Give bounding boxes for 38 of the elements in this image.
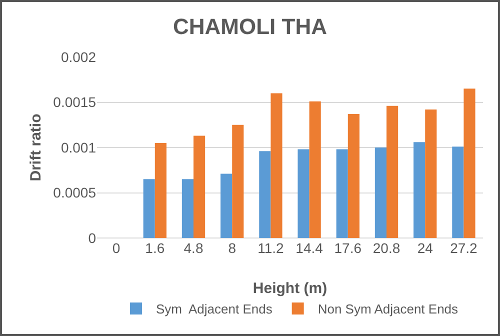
legend-label: Sym Adjacent Ends — [156, 302, 273, 317]
chart-title: CHAMOLI THA — [173, 14, 328, 39]
bar — [374, 148, 386, 238]
x-tick-label: 17.6 — [334, 240, 362, 256]
bar — [143, 179, 155, 238]
x-tick-label: 1.6 — [145, 240, 165, 256]
bar — [309, 101, 321, 238]
y-tick-label: 0.0015 — [53, 94, 96, 110]
bar — [414, 142, 426, 238]
x-tick-label: 20.8 — [372, 240, 400, 256]
x-axis-title: Height (m) — [252, 280, 328, 297]
y-tick-label: 0.0005 — [53, 184, 96, 201]
bar — [194, 136, 206, 238]
x-tick-label: 27.2 — [450, 240, 478, 256]
x-tick-label: 0 — [112, 240, 120, 256]
bar — [270, 93, 282, 238]
x-tick-label: 4.8 — [184, 240, 204, 256]
bar — [464, 88, 476, 238]
bar — [425, 109, 437, 238]
legend-label: Non Sym Adjacent Ends — [318, 302, 459, 317]
bar — [154, 142, 166, 238]
bar — [452, 146, 464, 238]
y-tick-label: 0.001 — [60, 139, 96, 156]
bar — [182, 179, 194, 238]
bar — [220, 174, 232, 238]
x-tick-label: 14.4 — [296, 240, 324, 256]
bar — [232, 124, 244, 238]
bar — [259, 151, 271, 238]
bar — [348, 114, 360, 238]
x-tick-label: 8 — [228, 240, 236, 256]
bar — [336, 149, 348, 238]
bar — [298, 149, 310, 238]
x-tick-label: 24 — [417, 240, 434, 256]
x-tick-label: 11.2 — [258, 240, 284, 256]
bar — [386, 106, 398, 238]
y-tick-label: 0.002 — [60, 48, 96, 65]
y-axis-title: Drift ratio — [27, 114, 44, 182]
y-tick-label: 0 — [88, 230, 96, 246]
